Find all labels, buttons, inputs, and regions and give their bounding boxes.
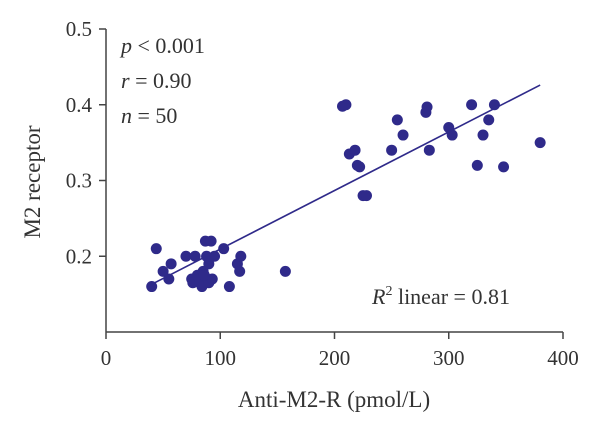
data-point <box>198 269 210 281</box>
data-point <box>477 129 489 141</box>
r-value: = 0.90 <box>130 68 192 93</box>
y-tick-label: 0.3 <box>66 169 92 193</box>
y-tick-label: 0.2 <box>66 244 92 268</box>
data-point <box>189 250 201 262</box>
p-value: < 0.001 <box>132 33 205 58</box>
data-point <box>534 137 546 149</box>
n-symbol: n <box>121 103 132 128</box>
n-value-annotation: n = 50 <box>121 103 177 128</box>
data-point <box>234 265 246 277</box>
data-points <box>146 99 546 293</box>
trendline-group <box>151 84 541 285</box>
data-point <box>421 101 433 113</box>
p-value-annotation: p < 0.001 <box>119 33 205 58</box>
r2-symbol: R <box>371 284 386 309</box>
data-point <box>223 281 235 293</box>
r-symbol: r <box>121 68 130 93</box>
data-point <box>498 161 510 173</box>
data-point <box>146 281 158 293</box>
x-tick-label: 100 <box>205 346 237 370</box>
y-axis-title: M2 receptor <box>20 125 45 238</box>
r-squared-annotation: R2 linear = 0.81 <box>371 284 510 309</box>
y-tick-label: 0.5 <box>66 17 92 41</box>
data-point <box>150 243 162 255</box>
y-tick-label: 0.4 <box>66 93 93 117</box>
tick-marks <box>99 28 564 339</box>
data-point <box>165 258 177 270</box>
x-tick-label: 400 <box>547 346 579 370</box>
x-tick-label: 200 <box>319 346 351 370</box>
x-tick-label: 0 <box>101 346 112 370</box>
r2-text: linear = 0.81 <box>392 284 510 309</box>
data-point <box>235 250 247 262</box>
data-point <box>471 159 483 171</box>
data-point <box>349 144 361 156</box>
p-symbol: p <box>119 33 132 58</box>
x-axis-title: Anti-M2-R (pmol/L) <box>238 387 430 412</box>
data-point <box>483 114 495 126</box>
data-point <box>157 265 169 277</box>
data-point <box>180 250 192 262</box>
data-point <box>279 265 291 277</box>
data-point <box>446 129 458 141</box>
n-value: = 50 <box>132 103 177 128</box>
r2-exponent: 2 <box>385 284 392 299</box>
tick-labels: 0 100 200 300 400 0.2 0.3 0.4 0.5 <box>66 17 579 370</box>
data-point <box>360 190 372 202</box>
trendline <box>151 84 541 285</box>
x-tick-label: 300 <box>433 346 465 370</box>
data-point <box>423 144 435 156</box>
data-point <box>203 258 215 270</box>
data-point <box>397 129 409 141</box>
data-point <box>391 114 403 126</box>
data-point <box>354 161 366 173</box>
data-point <box>386 144 398 156</box>
data-point <box>466 99 478 111</box>
data-point <box>340 99 352 111</box>
r-value-annotation: r = 0.90 <box>121 68 191 93</box>
data-point <box>205 235 217 247</box>
